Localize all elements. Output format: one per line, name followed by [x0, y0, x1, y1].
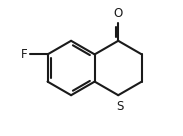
Text: S: S — [116, 100, 123, 113]
Text: O: O — [114, 7, 123, 20]
Text: F: F — [21, 48, 28, 61]
